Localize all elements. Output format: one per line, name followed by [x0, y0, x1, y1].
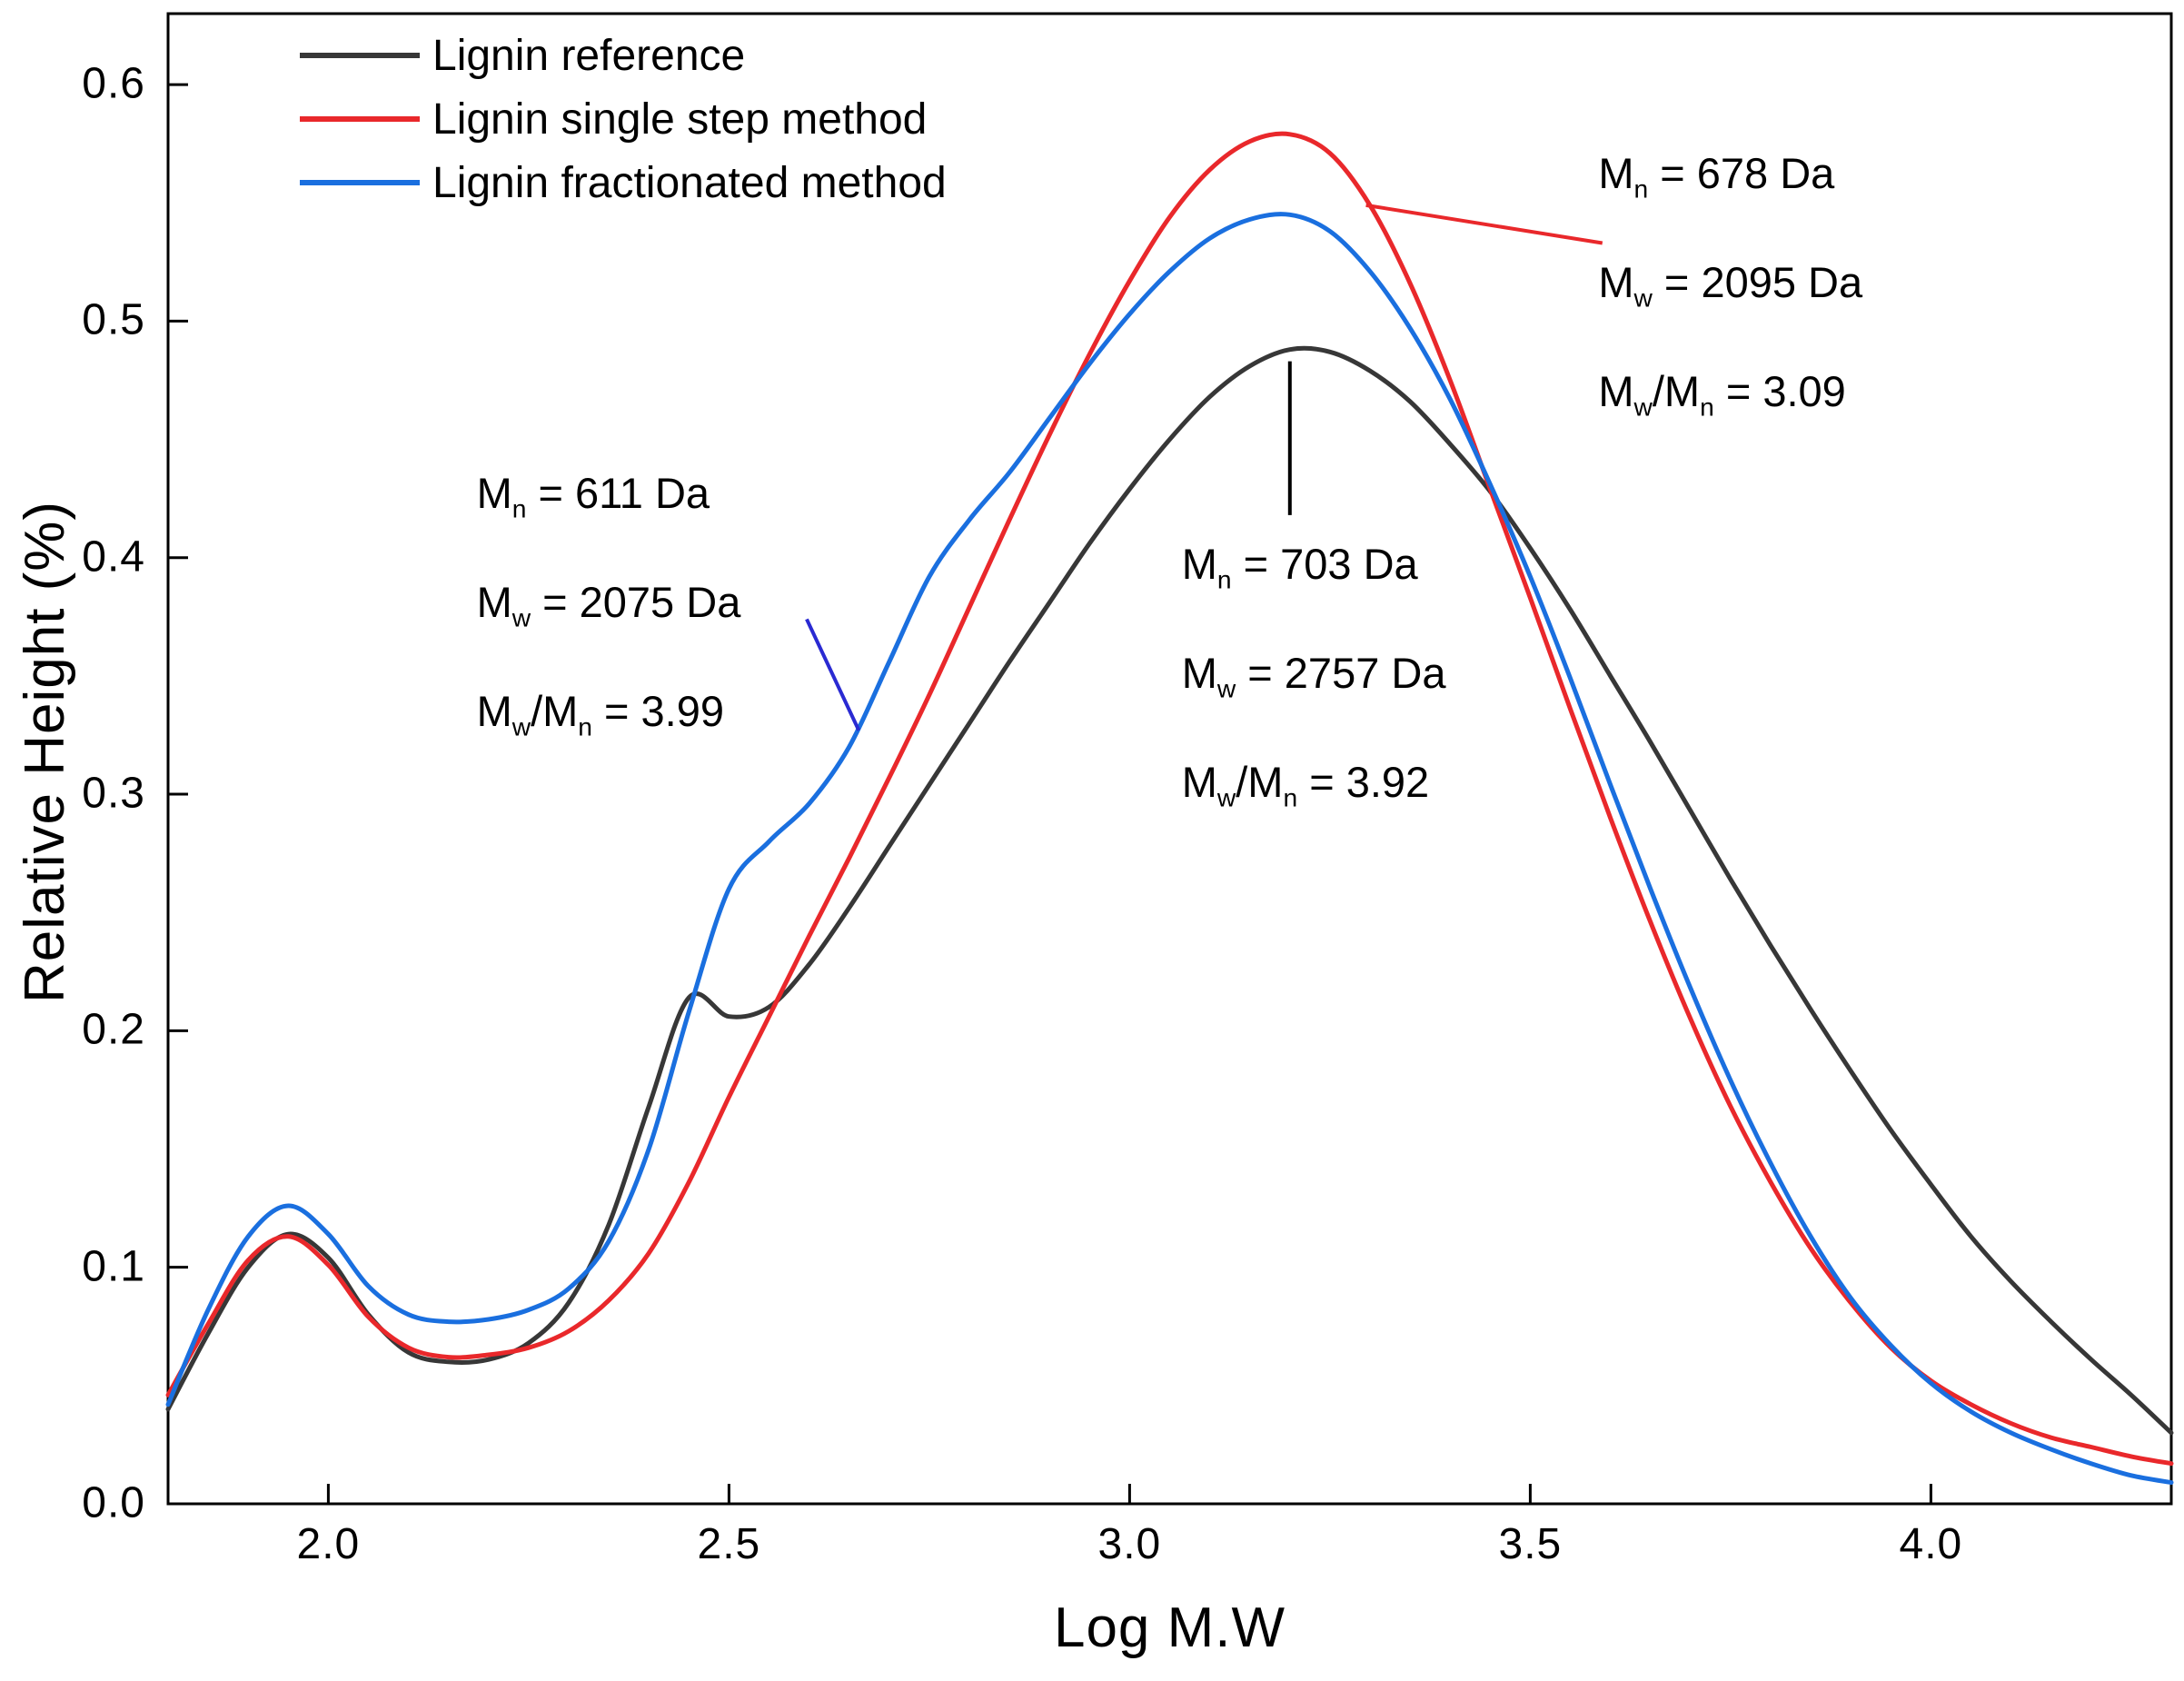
legend-label: Lignin single step method	[432, 94, 928, 144]
annotation-line: Mw/Mn = 3.92	[1181, 757, 1430, 812]
legend-label: Lignin fractionated method	[432, 158, 947, 207]
annotation-leader-fractionated-stats	[805, 618, 861, 731]
legend-label: Lignin reference	[432, 31, 746, 80]
legend-line-swatch	[300, 53, 420, 58]
annotation-fractionated-stats: Mn = 611 Da Mw = 2075 Da Mw/Mn = 3.99	[477, 468, 741, 795]
legend-line-swatch	[300, 180, 420, 185]
y-tick-label: 0.1	[82, 1242, 145, 1291]
legend-item-lignin-reference: Lignin reference	[300, 24, 947, 87]
annotation-line: Mn = 703 Da	[1181, 539, 1418, 594]
y-tick-label: 0.6	[82, 59, 145, 108]
y-tick-label: 0.3	[82, 769, 145, 818]
curve-lignin-fractionated-method	[165, 212, 2174, 1486]
annotation-line: Mw = 2757 Da	[1181, 648, 1446, 703]
x-tick-label: 2.5	[697, 1520, 761, 1568]
annotation-line: Mw/Mn = 3.99	[476, 686, 725, 741]
y-tick-label: 0.4	[82, 532, 145, 582]
annotation-line: Mn = 611 Da	[476, 468, 710, 523]
annotation-line: Mw = 2075 Da	[476, 577, 741, 632]
legend-item-lignin-fractionated-method: Lignin fractionated method	[300, 151, 947, 214]
curve-lignin-single-step-method	[165, 131, 2174, 1467]
curve-lignin-reference	[165, 345, 2174, 1436]
y-tick-label: 0.2	[82, 1005, 145, 1054]
annotation-line: Mw = 2095 Da	[1598, 258, 1863, 313]
x-tick-label: 4.0	[1899, 1520, 1963, 1568]
annotation-line: Mn = 678 Da	[1598, 149, 1835, 204]
x-tick-label: 2.0	[296, 1520, 361, 1568]
x-tick-label: 3.5	[1498, 1520, 1563, 1568]
x-tick-label: 3.0	[1097, 1520, 1162, 1568]
annotation-line: Mw/Mn = 3.09	[1598, 367, 1846, 422]
y-tick-label: 0.5	[82, 295, 145, 344]
annotation-leader-single-step-stats	[1365, 203, 1603, 245]
legend: Lignin reference Lignin single step metho…	[300, 24, 947, 214]
y-tick-label: 0.0	[82, 1478, 145, 1527]
legend-item-lignin-single-step-method: Lignin single step method	[300, 87, 947, 151]
x-axis-title: Log M.W	[1053, 1596, 1286, 1659]
annotation-reference-stats: Mn = 703 Da Mw = 2757 Da Mw/Mn = 3.92	[1182, 539, 1446, 866]
legend-line-swatch	[300, 116, 420, 122]
plot-frame	[166, 12, 2173, 1506]
annotation-single-step-stats: Mn = 678 Da Mw = 2095 Da Mw/Mn = 3.09	[1598, 148, 1862, 475]
